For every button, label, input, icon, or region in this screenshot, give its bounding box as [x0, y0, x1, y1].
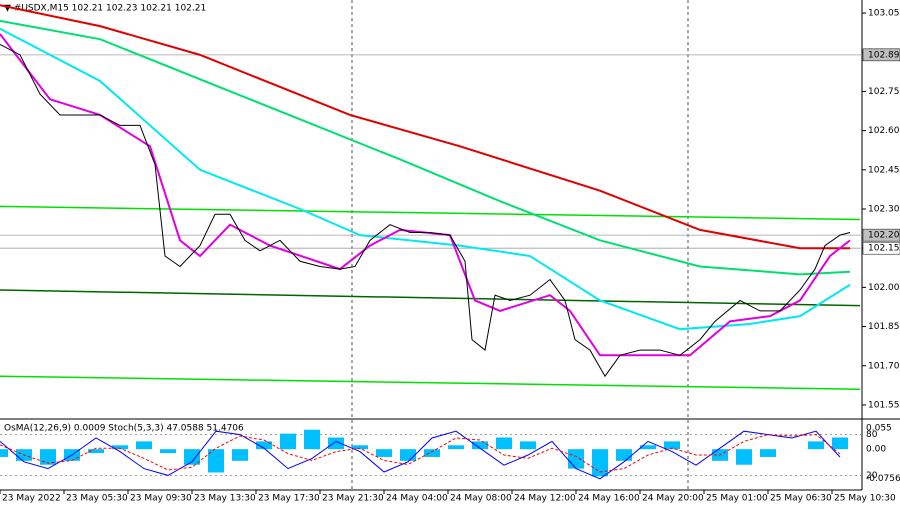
- moving-average: [0, 4, 850, 250]
- osma-bar: [568, 449, 584, 469]
- osma-bar: [448, 445, 464, 450]
- y-tick-label: 0.055: [866, 423, 892, 433]
- osma-bar: [184, 449, 200, 465]
- x-tick-label: 23 May 09:30: [130, 494, 192, 504]
- y-tick-label: -0.0756: [866, 474, 900, 484]
- osma-bar: [472, 441, 488, 450]
- x-tick-label: 25 May 01:00: [706, 494, 768, 504]
- osma-bar: [208, 449, 224, 473]
- osma-bar: [640, 445, 656, 450]
- y-tick-label: 101.70: [868, 361, 900, 371]
- indicator-title: OsMA(12,26,9) 0.0009 Stoch(5,3,3) 47.058…: [4, 424, 244, 434]
- stoch-line: [0, 430, 841, 480]
- price-mark-label: 102.89: [868, 50, 900, 60]
- y-tick-label: 102.30: [868, 205, 900, 215]
- y2-tick-label: 80: [866, 430, 878, 440]
- x-tick-label: 23 May 05:30: [66, 494, 128, 504]
- trendline: [0, 289, 861, 307]
- y-tick-label: 102.45: [868, 165, 900, 175]
- osma-bar: [88, 449, 104, 454]
- osma-bar: [328, 437, 344, 450]
- x-tick-label: 24 May 12:00: [514, 494, 576, 504]
- osma-bar: [112, 445, 128, 450]
- y-tick-label: 103.05: [868, 9, 900, 19]
- osma-bar: [352, 445, 368, 450]
- price-mark-box: [862, 48, 900, 62]
- y-tick-label: 0.00: [866, 445, 886, 455]
- moving-average: [0, 27, 851, 331]
- osma-bar: [616, 449, 632, 461]
- osma-bar: [664, 441, 680, 450]
- osma-bar: [832, 437, 848, 450]
- osma-bar: [736, 449, 752, 465]
- osma-bar: [496, 437, 512, 450]
- osma-bar: [376, 449, 392, 457]
- osma-bar: [808, 441, 824, 450]
- osma-bar: [160, 449, 176, 454]
- x-tick-label: 25 May 06:30: [770, 494, 832, 504]
- x-tick-label: 24 May 04:00: [386, 494, 448, 504]
- x-tick-label: 23 May 17:30: [258, 494, 320, 504]
- osma-bar: [280, 433, 296, 450]
- price-mark-label: 102.20: [868, 231, 900, 241]
- x-tick-label: 23 May 13:30: [194, 494, 256, 504]
- osma-bar: [520, 441, 536, 450]
- price-mark-box: [862, 228, 900, 242]
- chart-title: ▼ #USDX,M15 102.21 102.23 102.21 102.21: [4, 4, 206, 14]
- osma-bar: [304, 429, 320, 450]
- price-mark-label: 102.15: [868, 244, 900, 254]
- x-tick-label: 25 May 10:30: [834, 494, 896, 504]
- trendline: [0, 375, 861, 391]
- y-tick-label: 101.55: [868, 400, 900, 410]
- x-tick-label: 24 May 16:00: [578, 494, 640, 504]
- y2-tick-label: 20: [866, 471, 878, 481]
- x-tick-label: 23 May 2022: [2, 494, 61, 504]
- osma-bar: [400, 449, 416, 461]
- y-tick-label: 102.60: [868, 126, 900, 136]
- osma-bar: [760, 449, 776, 457]
- x-tick-label: 24 May 08:00: [450, 494, 512, 504]
- osma-bar: [0, 449, 8, 457]
- trendline: [0, 205, 861, 221]
- x-tick-label: 24 May 20:00: [642, 494, 704, 504]
- stoch-line: [0, 434, 841, 473]
- osma-bar: [424, 449, 440, 457]
- osma-bar: [40, 449, 56, 465]
- price-mark-box: [862, 241, 900, 255]
- moving-average: [0, 33, 851, 357]
- y-tick-label: 102.00: [868, 283, 900, 293]
- osma-bar: [136, 441, 152, 450]
- osma-bar: [232, 449, 248, 461]
- x-tick-label: 23 May 21:30: [322, 494, 384, 504]
- moving-average: [0, 19, 851, 276]
- y-tick-label: 101.85: [868, 322, 900, 332]
- y-tick-label: 102.75: [868, 87, 900, 97]
- osma-bar: [256, 441, 272, 450]
- price-line: [0, 43, 851, 378]
